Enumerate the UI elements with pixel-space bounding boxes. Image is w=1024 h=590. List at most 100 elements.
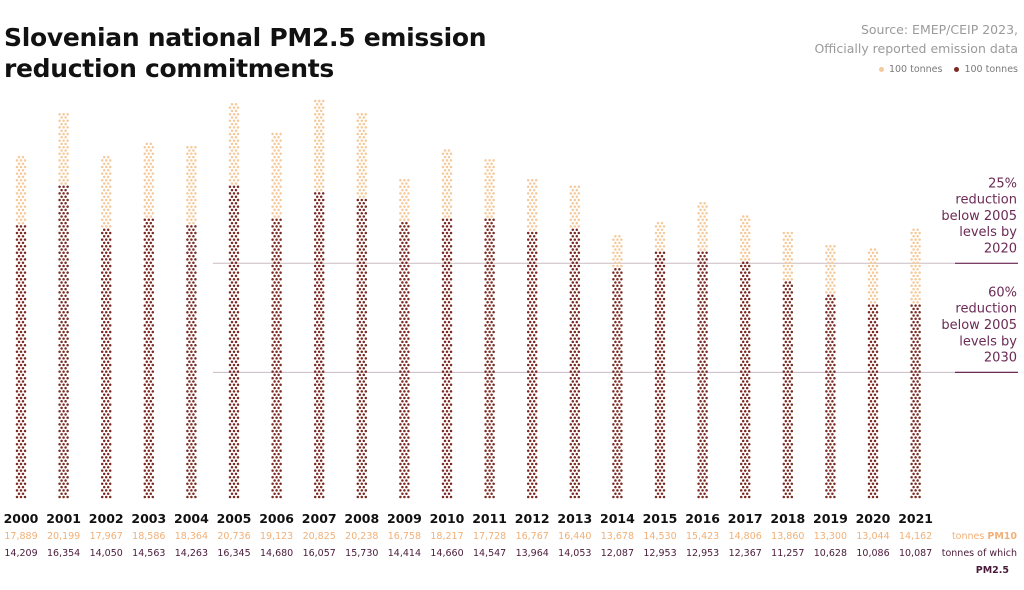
year-label-2010: 2010 (430, 511, 465, 526)
bar-pm10-dots-2021 (910, 228, 921, 304)
legend: 100 tonnes 100 tonnes (878, 64, 1018, 75)
bar-2017 (739, 215, 751, 499)
pm10-value-2021: 14,162 (899, 531, 932, 542)
bar-2014 (612, 235, 623, 499)
pm10-value-2020: 13,044 (856, 531, 889, 542)
bar-pm10-dots-2008 (356, 112, 368, 198)
bar-pm25-dots-2002 (100, 228, 112, 499)
pm25-value-2011: 14,547 (473, 548, 506, 559)
legend-pm10-dot-icon (878, 67, 884, 72)
pm10-value-2002: 17,967 (90, 531, 123, 542)
year-label-2021: 2021 (898, 511, 933, 526)
bar-2013 (569, 185, 581, 499)
year-label-2000: 2000 (4, 511, 39, 526)
year-label-2015: 2015 (643, 511, 678, 526)
chart-title: Slovenian national PM2.5 emission reduct… (4, 23, 487, 83)
bar-pm25-dots-2018 (782, 281, 794, 499)
row-label-pm10: tonnes PM10 (952, 531, 1017, 542)
year-label-2004: 2004 (174, 511, 209, 526)
pm10-value-2012: 16,767 (516, 531, 549, 542)
pm25-value-2000: 14,209 (4, 548, 37, 559)
bar-2010 (441, 149, 453, 499)
pm10-value-2011: 17,728 (473, 531, 506, 542)
year-label-2008: 2008 (344, 511, 379, 526)
target-label-1-line-2: reduction (955, 193, 1017, 208)
pm25-value-2005: 16,345 (217, 548, 250, 559)
pm10-value-2013: 16,440 (558, 531, 591, 542)
bar-pm25-dots-2015 (654, 251, 666, 499)
bar-pm25-dots-2013 (569, 228, 581, 499)
bar-2000 (15, 155, 27, 499)
pm10-value-2006: 19,123 (260, 531, 293, 542)
bar-pm10-dots-2015 (654, 221, 666, 251)
bar-pm10-dots-2019 (825, 244, 836, 294)
bar-pm10-dots-2002 (100, 155, 112, 228)
bar-2006 (271, 132, 282, 499)
bar-2018 (782, 231, 794, 499)
year-label-2014: 2014 (600, 511, 635, 526)
pm10-value-2007: 20,825 (303, 531, 336, 542)
bar-pm25-dots-2016 (697, 251, 708, 499)
bar-pm10-dots-2001 (58, 112, 69, 185)
pm25-value-2014: 12,087 (601, 548, 634, 559)
pm10-value-2017: 14,806 (729, 531, 762, 542)
pm25-value-2004: 14,263 (175, 548, 208, 559)
pm10-value-2009: 16,758 (388, 531, 421, 542)
pm25-value-2016: 12,953 (686, 548, 719, 559)
pm25-value-2006: 14,680 (260, 548, 293, 559)
bar-pm25-dots-2014 (612, 268, 623, 499)
bar-pm10-dots-2014 (612, 235, 623, 268)
bar-pm10-dots-2004 (186, 145, 197, 225)
pm10-value-2008: 20,238 (345, 531, 378, 542)
bar-pm10-dots-2011 (484, 159, 495, 218)
year-label-2012: 2012 (515, 511, 550, 526)
bar-2011 (484, 159, 495, 499)
target-label-2-line-1: 60% (988, 285, 1017, 300)
bar-pm25-dots-2021 (910, 304, 921, 499)
source-line-1: Source: EMEP/CEIP 2023, (860, 22, 1018, 37)
bar-pm25-dots-2005 (228, 185, 240, 499)
year-label-2001: 2001 (46, 511, 81, 526)
pm25-value-2009: 14,414 (388, 548, 421, 559)
row-label-pm25-line-2: PM2.5 (976, 565, 1009, 576)
pm10-value-2001: 20,199 (47, 531, 80, 542)
pm25-value-2003: 14,563 (132, 548, 165, 559)
year-label-2007: 2007 (302, 511, 337, 526)
row-label-pm25-line-1: tonnes of which (942, 548, 1017, 559)
legend-item-pm25: 100 tonnes (954, 64, 1018, 75)
pm25-value-2008: 15,730 (345, 548, 378, 559)
bar-2002 (100, 155, 112, 499)
bar-pm10-dots-2018 (782, 231, 794, 281)
pm25-value-2020: 10,086 (856, 548, 889, 559)
bar-2009 (399, 178, 410, 499)
bar-pm25-dots-2011 (484, 218, 495, 499)
bar-pm10-dots-2017 (739, 215, 751, 261)
legend-item-pm10: 100 tonnes (878, 64, 943, 75)
bar-2021 (910, 228, 921, 499)
pm25-value-2010: 14,660 (430, 548, 463, 559)
pm10-value-2005: 20,736 (217, 531, 250, 542)
year-label-2016: 2016 (685, 511, 720, 526)
bar-pm10-dots-2013 (569, 185, 581, 228)
pm25-value-2019: 10,628 (814, 548, 847, 559)
legend-pm10-label: 100 tonnes (888, 64, 943, 75)
target-label-2-line-2: reduction (955, 302, 1017, 317)
pm25-value-2002: 14,050 (90, 548, 123, 559)
year-label-2018: 2018 (770, 511, 805, 526)
pm10-value-2014: 13,678 (601, 531, 634, 542)
year-label-2005: 2005 (217, 511, 252, 526)
year-label-2002: 2002 (89, 511, 124, 526)
bar-pm25-dots-2000 (15, 225, 27, 499)
target-label-2-line-3: below 2005 (941, 318, 1017, 333)
bar-pm10-dots-2012 (526, 178, 538, 231)
target-label-1-line-3: below 2005 (941, 209, 1017, 224)
pm10-value-2004: 18,364 (175, 531, 208, 542)
source-line-2: Officially reported emission data (814, 41, 1018, 56)
target-label-1-line-1: 25% (988, 176, 1017, 191)
pm10-value-2003: 18,586 (132, 531, 165, 542)
bar-pm10-dots-2000 (15, 155, 27, 225)
target-label-1-line-4: levels by (959, 225, 1017, 240)
bar-pm10-dots-2005 (228, 103, 240, 185)
bar-pm10-dots-2016 (697, 202, 708, 251)
